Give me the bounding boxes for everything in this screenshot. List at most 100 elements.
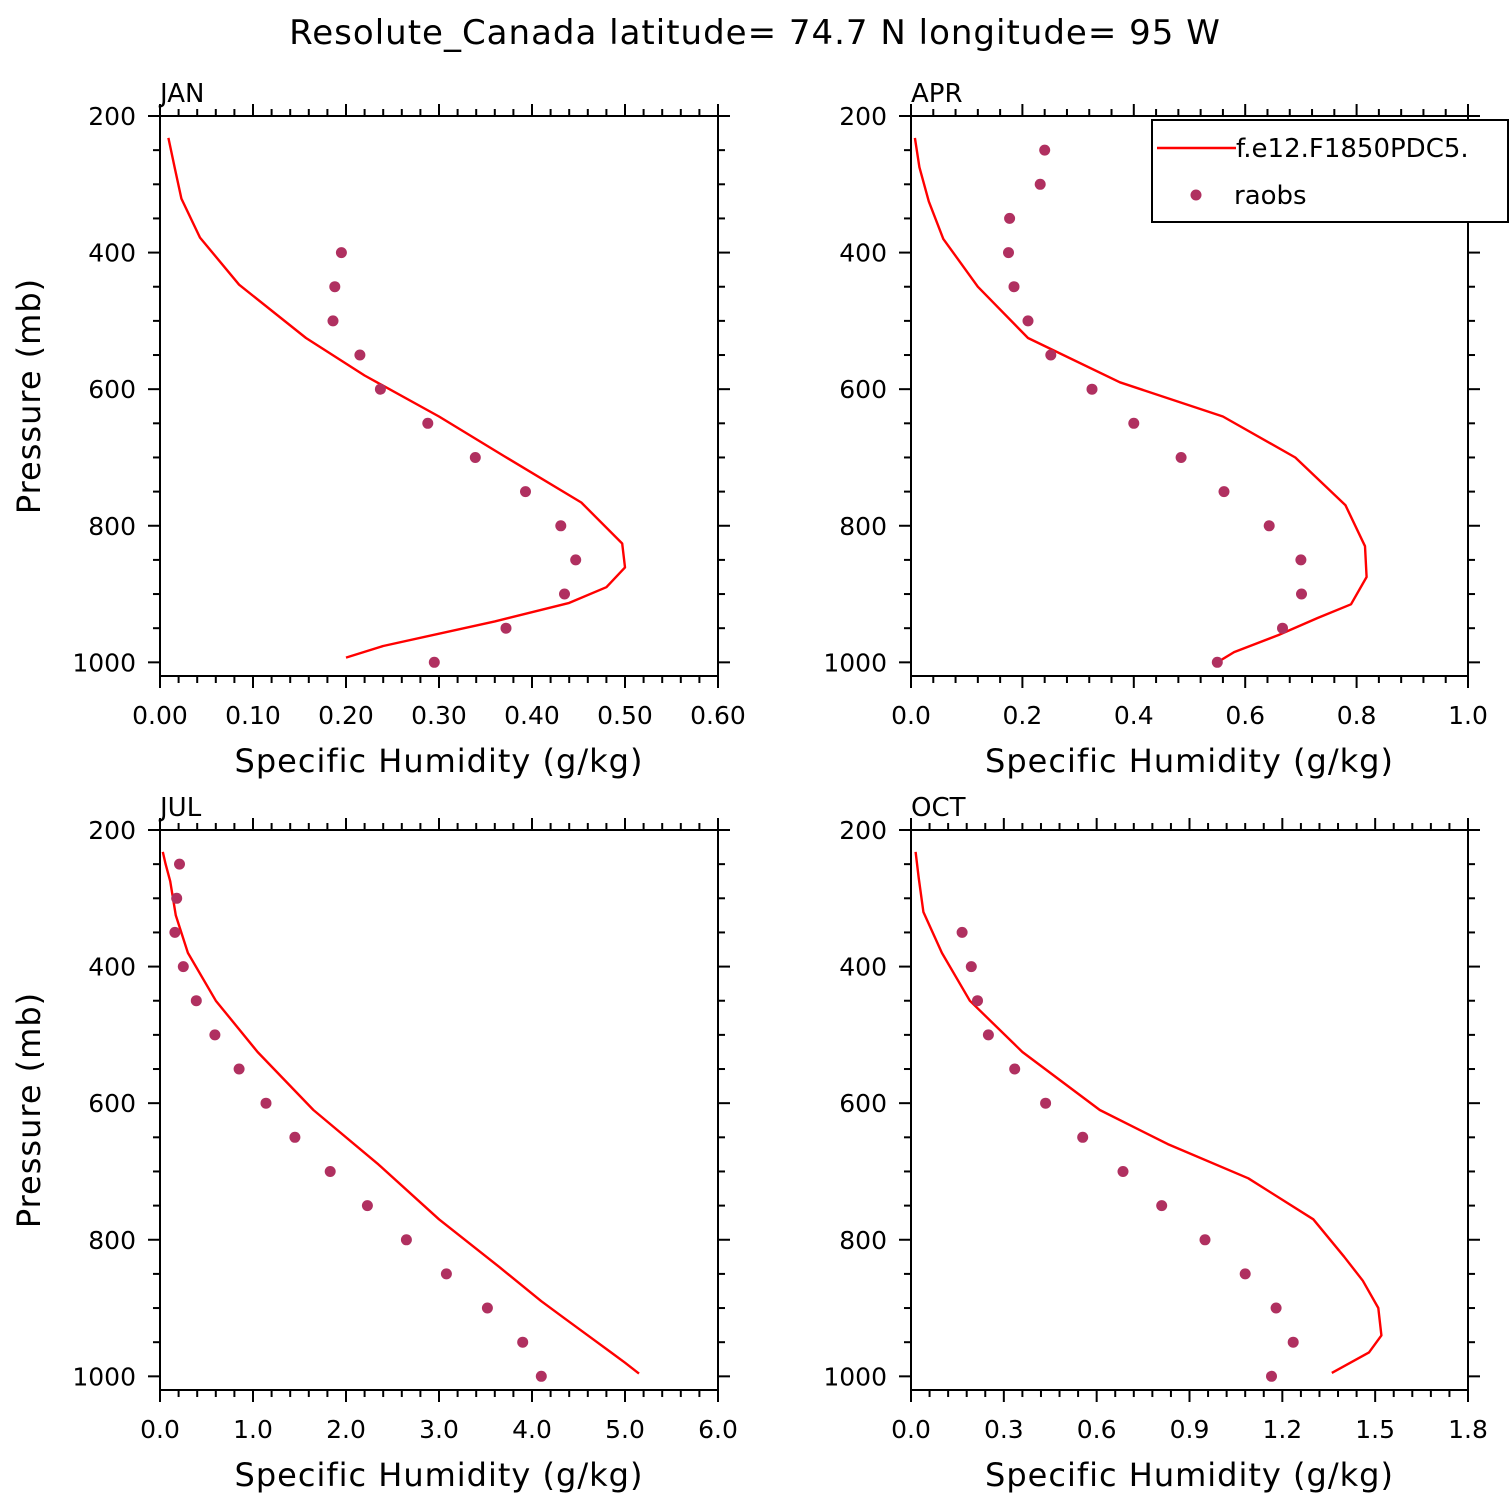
raobs-point	[1296, 588, 1307, 600]
x-tick-label: 0.0	[891, 701, 931, 730]
y-tick-label: 400	[88, 239, 136, 268]
raobs-point	[1008, 281, 1020, 293]
panels-group: JAN 0.00 0.10 0.20 0.30 0.40 0.50 0.60 200 400 600…	[10, 79, 1509, 1494]
raobs-point	[1287, 1336, 1299, 1348]
y-tick-label: 600	[88, 375, 136, 404]
raobs-point	[209, 1029, 221, 1041]
plot-frame	[159, 115, 719, 677]
legend-box	[1151, 119, 1509, 223]
raobs-point	[500, 622, 512, 634]
x-tick-label: 0.9	[1170, 1415, 1210, 1444]
model-line-series	[914, 851, 1383, 1374]
x-tick-label: 2.0	[326, 1415, 366, 1444]
raobs-point	[1117, 1166, 1129, 1177]
raobs-point	[570, 554, 582, 566]
raobs-point	[559, 588, 570, 600]
x-axis-label: Specific Humidity (g/kg)	[235, 1456, 644, 1494]
raobs-point	[1263, 520, 1275, 532]
y-tick-label: 1000	[72, 648, 136, 677]
y-tick-label: 800	[88, 512, 136, 541]
x-tick-label: 0.2	[1003, 701, 1043, 730]
y-tick-label: 600	[88, 1089, 136, 1118]
panel-label: JAN	[158, 79, 204, 109]
y-axis-label: Pressure (mb)	[10, 278, 48, 514]
x-tick-label: 0.6	[1225, 701, 1265, 730]
raobs-point	[1034, 178, 1046, 190]
plot-frame	[910, 115, 1469, 677]
x-tick-label: 4.0	[512, 1415, 552, 1444]
raobs-point	[335, 247, 347, 259]
raobs-point	[400, 1234, 412, 1246]
y-tick-label: 400	[839, 239, 887, 268]
raobs-point	[1175, 452, 1187, 463]
raobs-point	[555, 520, 567, 532]
x-tick-label: 0.0	[140, 1415, 180, 1444]
y-tick-label: 800	[88, 1226, 136, 1255]
raobs-point	[1266, 1370, 1277, 1382]
raobs-point	[1004, 212, 1016, 224]
x-tick-label: 0.0	[891, 1415, 931, 1444]
raobs-point	[1040, 1097, 1052, 1109]
x-axis-label: Specific Humidity (g/kg)	[985, 1456, 1394, 1494]
y-tick-label: 600	[839, 1089, 887, 1118]
y-tick-label: 200	[88, 816, 136, 845]
x-tick-label: 1.8	[1448, 1415, 1488, 1444]
model-line-series	[913, 137, 1368, 664]
y-tick-label: 1000	[823, 1362, 887, 1391]
raobs-point	[324, 1166, 336, 1177]
raobs-point	[956, 926, 968, 938]
raobs-point	[169, 926, 181, 938]
x-tick-label: 0.30	[411, 701, 467, 730]
x-tick-label: 0.20	[318, 701, 374, 730]
x-tick-label: 0.4	[1114, 701, 1154, 730]
raobs-point	[1009, 1063, 1021, 1075]
x-axis-label: Specific Humidity (g/kg)	[985, 742, 1394, 780]
raobs-point	[517, 1336, 529, 1348]
raobs-point	[1039, 144, 1051, 156]
x-tick-label: 0.40	[504, 701, 560, 730]
raobs-point	[428, 656, 440, 668]
model-line-series	[167, 137, 627, 659]
x-tick-label: 1.0	[1448, 701, 1488, 730]
panel-label: OCT	[911, 793, 966, 823]
raobs-point	[374, 383, 386, 395]
plot-frame	[159, 829, 719, 1391]
panel-label: APR	[911, 79, 963, 109]
x-tick-label: 0.00	[132, 701, 188, 730]
figure-title: Resolute_Canada latitude= 74.7 N longitu…	[289, 13, 1221, 53]
raobs-point	[965, 961, 977, 973]
y-tick-label: 200	[839, 816, 887, 845]
x-tick-label: 0.3	[984, 1415, 1024, 1444]
legend-obs-label: raobs	[1234, 181, 1307, 211]
legend-model-label: f.e12.F1850PDC5.	[1236, 134, 1469, 164]
y-tick-label: 400	[839, 953, 887, 982]
raobs-point	[354, 349, 366, 361]
raobs-point	[177, 961, 189, 973]
y-tick-label: 600	[839, 375, 887, 404]
raobs-point	[1156, 1200, 1168, 1212]
y-tick-label: 1000	[823, 648, 887, 677]
y-tick-label: 800	[839, 512, 887, 541]
x-tick-label: 0.8	[1337, 701, 1377, 730]
x-tick-label: 6.0	[698, 1415, 738, 1444]
raobs-point	[1277, 622, 1288, 634]
raobs-point	[1077, 1131, 1089, 1143]
raobs-point	[361, 1200, 373, 1212]
raobs-point	[1270, 1302, 1282, 1314]
legend: f.e12.F1850PDC5. raobs	[1151, 119, 1509, 223]
raobs-point	[171, 892, 183, 904]
raobs-point	[982, 1029, 994, 1041]
raobs-point	[174, 858, 185, 870]
y-tick-label: 1000	[72, 1362, 136, 1391]
y-axis-label: Pressure (mb)	[10, 992, 48, 1228]
y-tick-label: 800	[839, 1226, 887, 1255]
raobs-point	[1211, 656, 1223, 668]
raobs-point	[289, 1131, 301, 1143]
x-tick-label: 0.6	[1077, 1415, 1117, 1444]
raobs-point	[329, 281, 341, 293]
raobs-point	[1199, 1234, 1211, 1246]
raobs-point	[422, 417, 434, 429]
plot-frame	[910, 829, 1469, 1391]
panel-oct: OCT 0.0 0.3 0.6 0.9 1.2 1.5 1.8 200 400 600 800 1000…	[823, 793, 1488, 1494]
